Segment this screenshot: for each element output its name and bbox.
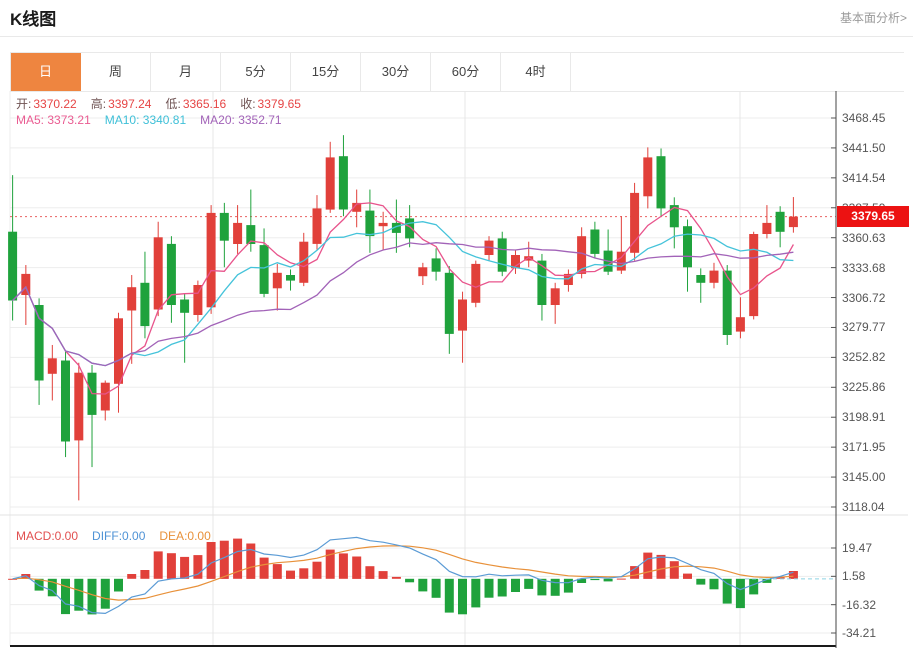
price-axis-label: 3118.04 (842, 500, 885, 514)
tab-weekly[interactable]: 周 (81, 53, 151, 91)
ma20-value: 3352.71 (238, 113, 282, 127)
fundamental-analysis-link[interactable]: 基本面分析> (839, 11, 907, 25)
ohlc-readout: 开: 3370.22 高: 3397.24 低: 3365.16 收: 3379.65 (16, 95, 315, 112)
tab-30min[interactable]: 30分 (361, 53, 431, 91)
price-axis-label: 3252.82 (842, 350, 886, 365)
ma5-value: 3373.21 (47, 113, 91, 127)
price-axis-label: 3468.45 (842, 111, 886, 125)
page-title: K线图 (10, 10, 57, 29)
price-axis-label: 3145.00 (842, 470, 886, 485)
close-value: 3379.65 (257, 97, 301, 111)
header-divider (0, 36, 913, 37)
ma5-label: MA5: (16, 113, 45, 127)
tab-monthly[interactable]: 月 (151, 53, 221, 91)
diff-value: 0.00 (122, 529, 146, 543)
low-value: 3365.16 (182, 97, 227, 111)
price-axis-label: 3441.50 (842, 140, 886, 155)
high-label: 高: (90, 97, 107, 111)
price-axis-label: 3198.91 (842, 410, 886, 425)
price-axis-label: 3360.63 (842, 230, 886, 245)
period-tabbar: 日 周 月 5分 15分 30分 60分 4时 (10, 52, 904, 92)
tab-5min[interactable]: 5分 (221, 53, 291, 91)
macd-readout: MACD:0.00 DIFF:0.00 DEA:0.00 (16, 529, 211, 543)
ma10-label: MA10: (104, 113, 140, 127)
tab-15min[interactable]: 15分 (291, 53, 361, 91)
last-price-badge: 3379.65 (837, 206, 909, 227)
macd-axis-label: 1.58 (842, 569, 866, 584)
close-label: 收: (240, 97, 256, 111)
dea-value: 0.00 (187, 529, 211, 543)
tab-60min[interactable]: 60分 (431, 53, 501, 91)
macd-value: 0.00 (54, 529, 79, 543)
open-label: 开: (16, 97, 32, 111)
low-label: 低: (165, 97, 181, 111)
price-axis-label: 3333.68 (842, 260, 886, 275)
price-axis-label: 3306.72 (842, 290, 886, 305)
price-axis-label: 3414.54 (842, 170, 886, 185)
price-axis-label: 3279.77 (842, 320, 886, 335)
macd-label: MACD: (16, 529, 55, 543)
tab-4hour[interactable]: 4时 (501, 53, 571, 91)
ma10-value: 3340.81 (142, 113, 187, 127)
ma20-label: MA20: (200, 113, 235, 127)
tab-daily[interactable]: 日 (11, 53, 81, 91)
open-value: 3370.22 (33, 97, 77, 111)
dea-label: DEA: (159, 529, 188, 543)
high-value: 3397.24 (108, 97, 152, 111)
macd-axis-label: -16.32 (842, 597, 877, 612)
kline-chart-canvas[interactable] (0, 91, 913, 651)
diff-label: DIFF: (92, 529, 123, 543)
ma-readout: MA5: 3373.21 MA10: 3340.81 MA20: 3352.71 (16, 113, 282, 127)
macd-axis-label: 19.47 (842, 541, 873, 555)
price-axis-label: 3171.95 (842, 440, 886, 455)
macd-axis-label: -34.21 (842, 626, 877, 640)
price-axis-label: 3225.86 (842, 380, 886, 395)
